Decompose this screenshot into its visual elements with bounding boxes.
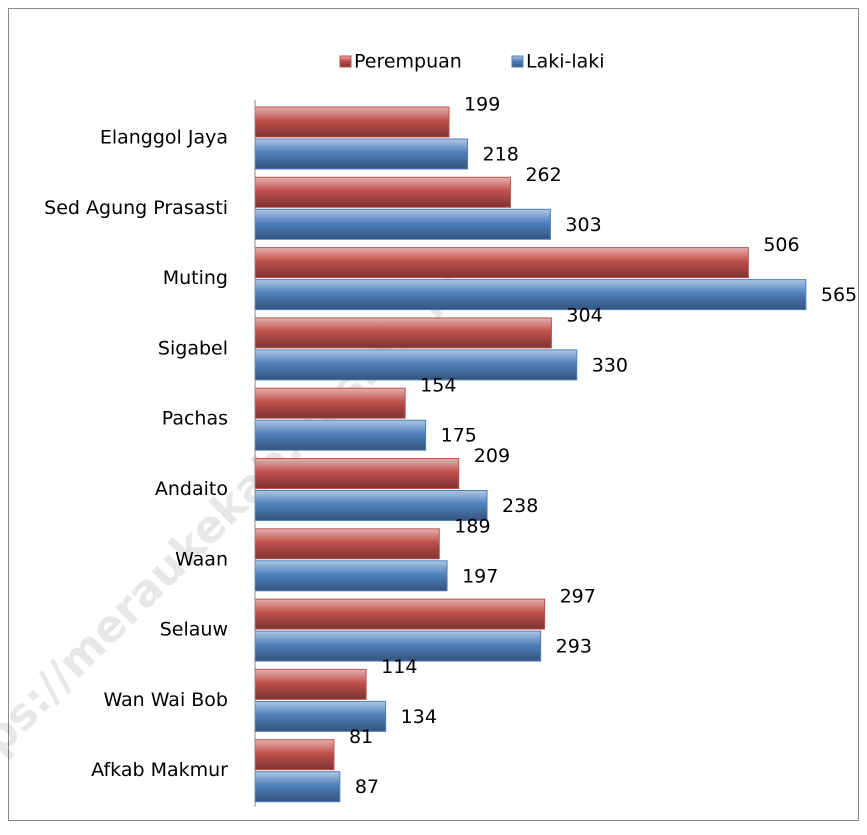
- y-tick-label: Sed Agung Prasasti: [44, 197, 228, 219]
- data-label: 238: [502, 495, 538, 517]
- data-label: 209: [474, 445, 510, 467]
- bar: [254, 176, 511, 208]
- data-label: 330: [592, 354, 628, 376]
- data-label: 175: [441, 425, 477, 447]
- data-label: 134: [401, 706, 437, 728]
- bar: [254, 208, 551, 240]
- bar: [254, 106, 450, 138]
- bar: [254, 560, 448, 592]
- bar: [254, 739, 335, 771]
- data-label: 199: [464, 94, 500, 116]
- bar: [254, 630, 542, 662]
- data-label: 197: [462, 565, 498, 587]
- y-tick-label: Andaito: [155, 478, 228, 500]
- y-tick-label: Wan Wai Bob: [103, 689, 228, 711]
- bar: [254, 528, 440, 560]
- legend-swatch: [511, 55, 524, 68]
- data-label: 81: [349, 726, 373, 748]
- data-label: 262: [525, 164, 561, 186]
- y-tick-label: Waan: [175, 548, 228, 570]
- legend-label: Laki-laki: [526, 51, 605, 73]
- y-tick-label: Pachas: [162, 408, 228, 430]
- bar: [254, 490, 488, 521]
- bar: [254, 771, 341, 803]
- y-tick-label: Sigabel: [158, 337, 228, 359]
- data-label: 154: [420, 375, 456, 397]
- data-label: 218: [483, 144, 519, 166]
- data-label: 114: [381, 656, 417, 678]
- bar: [254, 247, 749, 279]
- bar: [254, 349, 578, 381]
- bar: [254, 700, 387, 732]
- bar: [254, 458, 460, 489]
- data-label: 565: [821, 284, 857, 306]
- data-label: 297: [560, 586, 596, 608]
- legend-swatch: [339, 55, 352, 68]
- data-label: 87: [355, 776, 379, 798]
- y-tick-label: Selauw: [160, 619, 228, 641]
- bar: [254, 598, 546, 630]
- y-tick-label: Muting: [163, 267, 228, 289]
- bar: [254, 387, 406, 419]
- data-label: 189: [454, 515, 490, 537]
- bar: [254, 317, 552, 349]
- data-label: 304: [566, 304, 602, 326]
- data-label: 303: [565, 214, 601, 236]
- chart-border: [8, 8, 859, 821]
- bar: [254, 279, 807, 311]
- y-tick-label: Elanggol Jaya: [100, 127, 228, 149]
- legend-label: Perempuan: [354, 51, 462, 73]
- data-label: 506: [763, 234, 799, 256]
- bar: [254, 419, 427, 451]
- bar: [254, 668, 367, 700]
- bar: [254, 138, 469, 170]
- data-label: 293: [556, 636, 592, 658]
- y-tick-label: Afkab Makmur: [91, 759, 228, 781]
